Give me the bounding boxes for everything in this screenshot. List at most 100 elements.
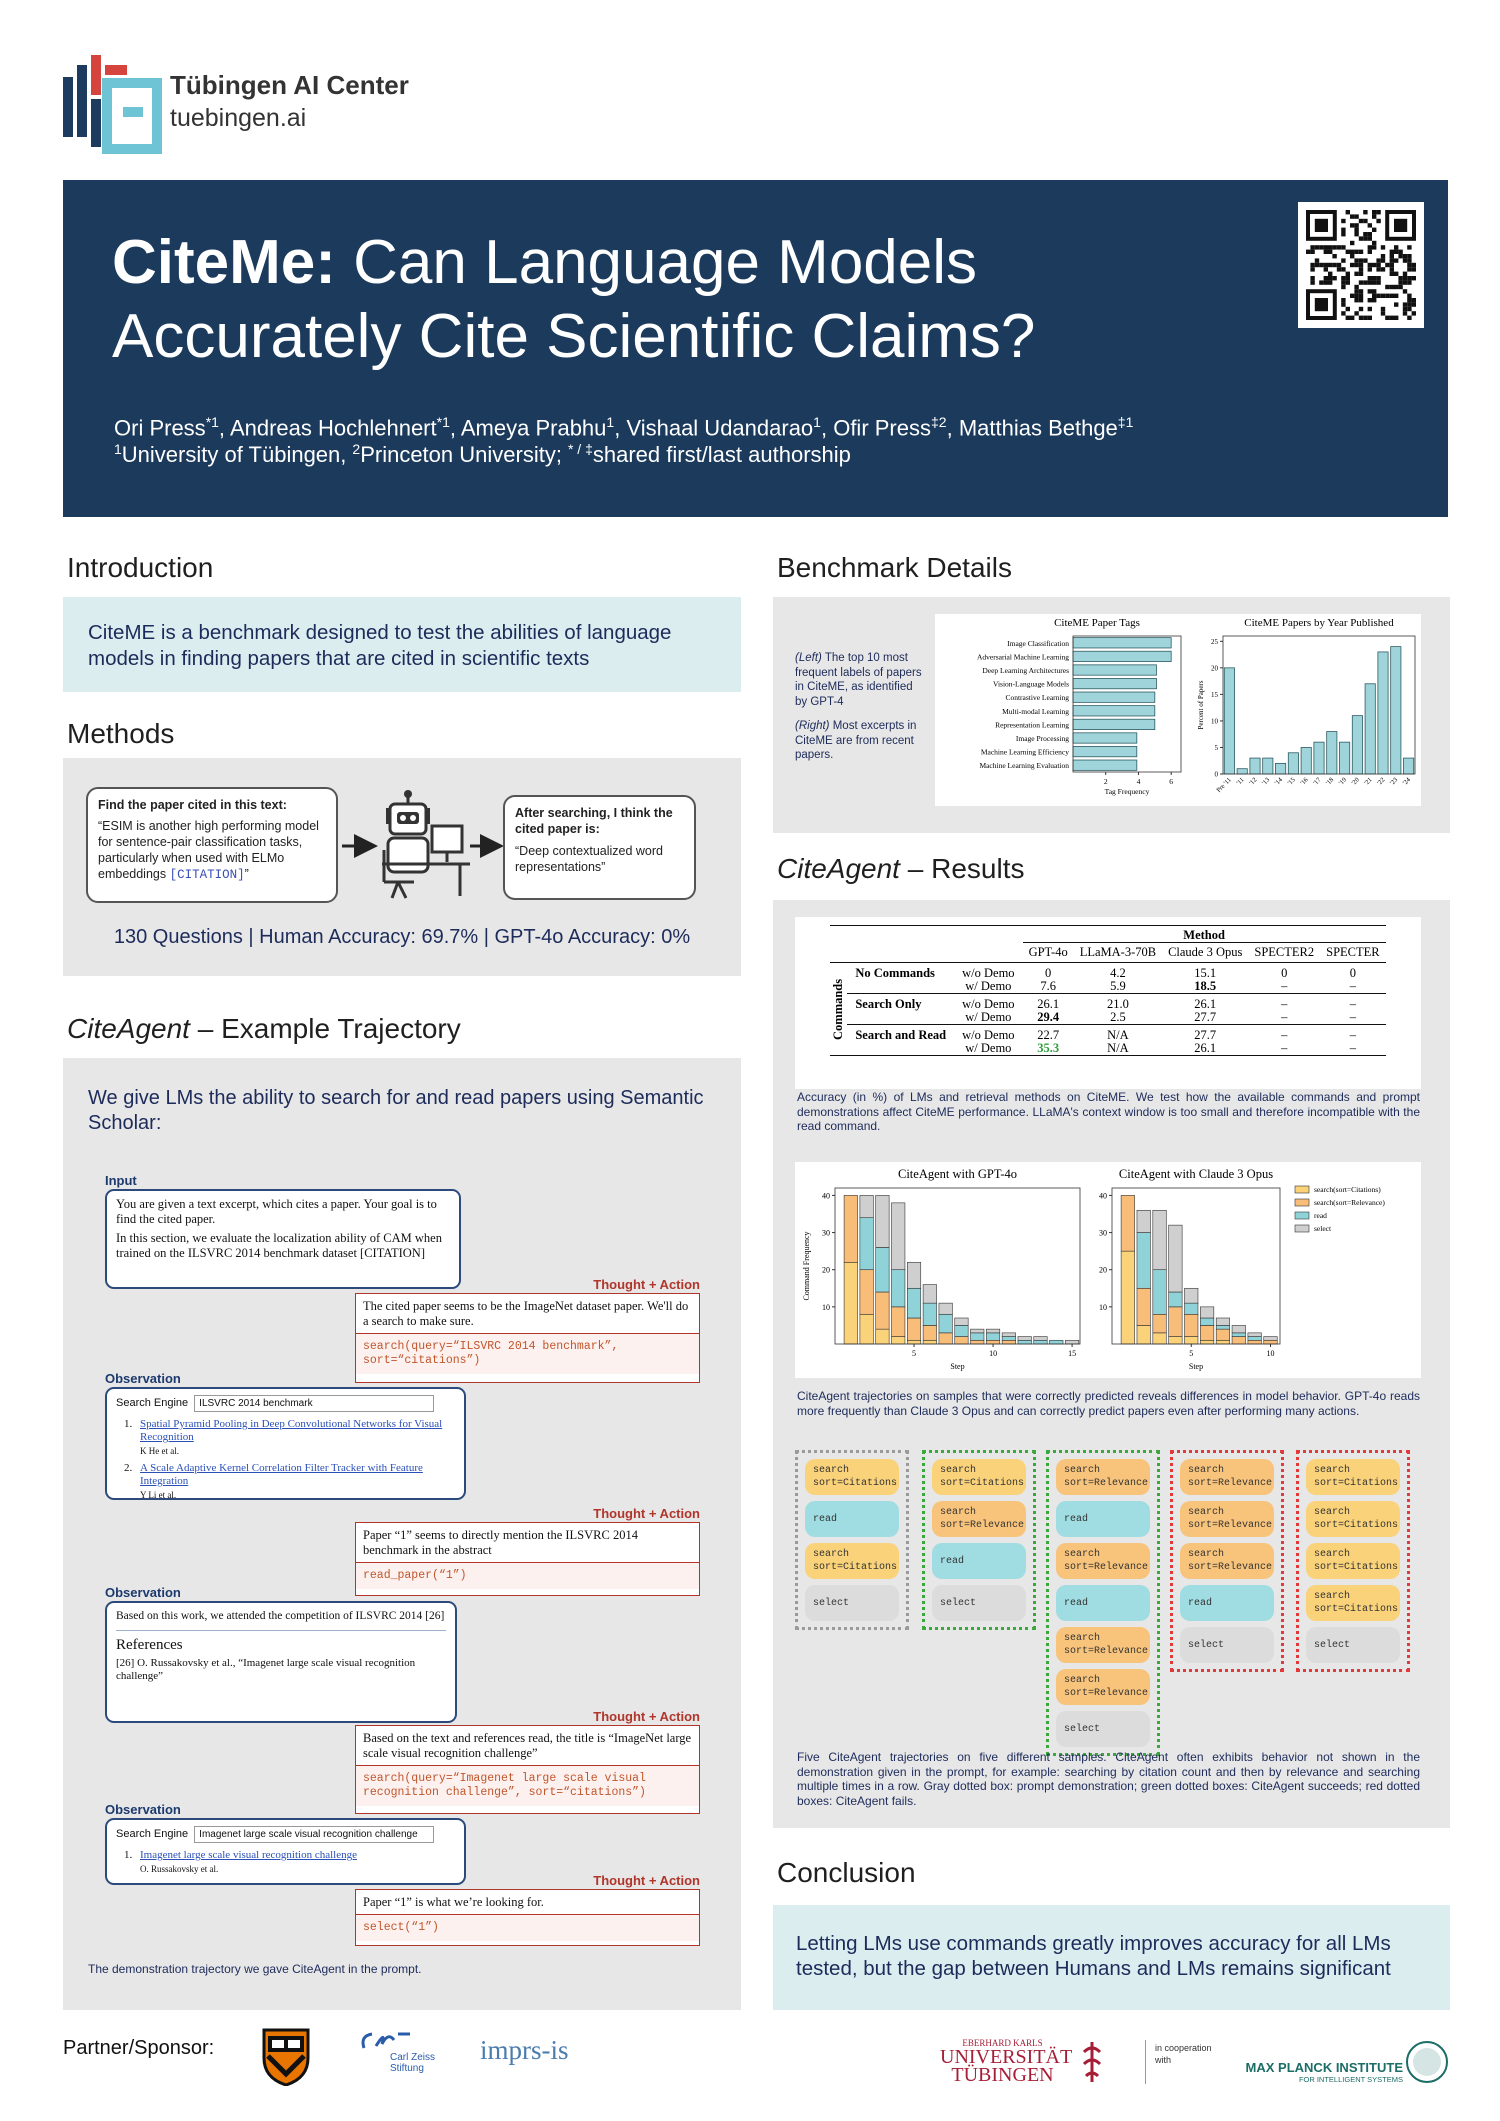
quote: “ESIM is another high performing model f… xyxy=(98,819,319,881)
stacked-bar-segment xyxy=(875,1195,890,1248)
command-arg: sort=Citations xyxy=(1314,1562,1399,1573)
author-sup: 1 xyxy=(606,414,615,430)
stacked-bar-segment xyxy=(891,1202,906,1271)
search-result: 1. Spatial Pyramid Pooling in Deep Convol… xyxy=(124,1418,455,1458)
imprs-logo: imprs-is xyxy=(480,2035,569,2065)
qr-cell xyxy=(1345,271,1350,276)
stacked-bar-segment xyxy=(938,1313,953,1334)
qr-cell xyxy=(1402,258,1408,263)
command-name: Search Only xyxy=(855,997,922,1011)
step-label: Thought + Action xyxy=(593,1277,700,1292)
author-name: Vishaal Udandarao xyxy=(626,415,814,441)
command-name: No Commands xyxy=(855,966,935,980)
mpi-emblem xyxy=(1406,2041,1448,2083)
conclusion-box xyxy=(773,1905,1450,2010)
qr-cell xyxy=(1345,306,1350,312)
stacked-bar-segment xyxy=(954,1336,969,1345)
thought-action-box: The cited paper seems to be the ImageNet… xyxy=(355,1293,700,1383)
command-pill: read xyxy=(805,1501,899,1537)
qr-cell xyxy=(1350,254,1355,259)
command-name: search xyxy=(1314,1591,1351,1602)
affiliation-text: shared first/last authorship xyxy=(592,442,851,468)
table-cell: 35.3 xyxy=(1037,1041,1060,1055)
result-body: Spatial Pyramid Pooling in Deep Convolut… xyxy=(140,1418,455,1458)
table-row: Commands No Commands w/o Demo 0 4.2 15.1 0 0 xyxy=(830,963,1385,1040)
qr-cell xyxy=(1363,210,1368,215)
qr-cell xyxy=(1319,245,1324,250)
qr-code xyxy=(1298,202,1424,328)
qr-cell xyxy=(1358,258,1364,263)
search-label: Search Engine xyxy=(116,1828,189,1841)
legend-swatch xyxy=(1294,1224,1310,1233)
table-cell: 7.6 xyxy=(1040,979,1056,993)
qr-cell xyxy=(1367,236,1372,241)
benchmark-figure: CiteME Paper Tags Image Classification Adv… xyxy=(935,614,1421,806)
y-tick-label: 10 xyxy=(1211,717,1219,725)
legend-swatch xyxy=(1294,1211,1310,1220)
qr-cell xyxy=(1402,254,1408,259)
table-cell: – xyxy=(1281,1010,1288,1024)
command-name: search xyxy=(813,1549,850,1560)
qr-cell xyxy=(1341,227,1346,232)
bar xyxy=(1072,759,1138,771)
qr-finder xyxy=(1394,218,1408,232)
qr-cell xyxy=(1407,306,1412,312)
qr-cell xyxy=(1380,267,1386,272)
qr-cell xyxy=(1398,280,1403,285)
command-name: search xyxy=(1188,1465,1225,1476)
category-label: Vision-Language Models xyxy=(993,680,1069,689)
x-tick-label: Pre '11 xyxy=(1215,776,1232,793)
heading-italic: CiteAgent xyxy=(777,853,900,884)
divider xyxy=(1145,2040,1146,2084)
trajectory-intro: We give LMs the ability to search for an… xyxy=(88,1087,704,1134)
logo-name: Tübingen AI Center xyxy=(170,70,409,100)
qr-cell xyxy=(1328,271,1333,276)
author-sup: *1 xyxy=(436,414,450,430)
table-cell: – xyxy=(1349,997,1357,1011)
caption-text: Most excerpts in CiteME are from recent … xyxy=(795,720,917,761)
command-pill: search sort=Citations xyxy=(1306,1459,1400,1495)
author-separator: , xyxy=(614,415,627,441)
qr-cell xyxy=(1394,271,1399,276)
qr-cell xyxy=(1332,245,1337,250)
qr-cell xyxy=(1367,245,1372,250)
bar xyxy=(1339,741,1351,775)
x-tick-label: '18 xyxy=(1325,776,1335,786)
table-cell: 18.5 xyxy=(1194,979,1217,993)
stacked-bar-segment xyxy=(986,1339,1001,1345)
qr-cell xyxy=(1350,315,1355,320)
search-row: Search Engine ILSVRC 2014 benchmark xyxy=(116,1395,455,1412)
stacked-bar-segment xyxy=(1152,1332,1167,1345)
caption-italic: (Left) xyxy=(795,652,822,664)
command-arg: sort=Relevance xyxy=(1188,1562,1273,1573)
command-name: search xyxy=(1064,1675,1101,1686)
command-pill: search sort=Relevance xyxy=(1056,1543,1150,1579)
stacked-bar-segment xyxy=(1200,1325,1215,1341)
thought-action-box: Paper “1” seems to directly mention the … xyxy=(355,1522,700,1596)
logo-url: tuebingen.ai xyxy=(170,104,307,132)
bar xyxy=(1072,678,1157,690)
command-pill: search sort=Relevance xyxy=(1056,1627,1150,1663)
group-header: Method xyxy=(1022,925,1386,943)
qr-cell xyxy=(1407,258,1412,263)
benchmark-caption: (Left) The top 10 most frequent labels o… xyxy=(795,651,927,773)
plot-frame xyxy=(1222,635,1416,775)
citation-tag: [CITATION] xyxy=(169,868,245,882)
chart-title: CiteAgent with Claude 3 Opus xyxy=(1119,1167,1273,1181)
category-label: Image Classification xyxy=(1007,639,1069,648)
qr-cell xyxy=(1328,280,1333,285)
qr-cell xyxy=(1402,289,1408,294)
table-corner xyxy=(954,926,1022,943)
stacked-bar-segment xyxy=(907,1261,922,1289)
qr-cell xyxy=(1350,214,1355,219)
command-name: read xyxy=(1188,1597,1213,1609)
qr-cell xyxy=(1332,262,1337,268)
table-row: w/ Demo 7.6 5.9 18.5 – – xyxy=(830,980,1385,994)
qr-cell xyxy=(1407,267,1412,272)
plot-frame xyxy=(834,1187,1081,1345)
y-tick-label: 30 xyxy=(1099,1229,1107,1238)
qr-cell xyxy=(1411,311,1416,316)
stacked-bar-segment xyxy=(1263,1336,1278,1341)
stacked-bar-segment xyxy=(1136,1232,1151,1289)
search-label: Search Engine xyxy=(116,1397,189,1410)
